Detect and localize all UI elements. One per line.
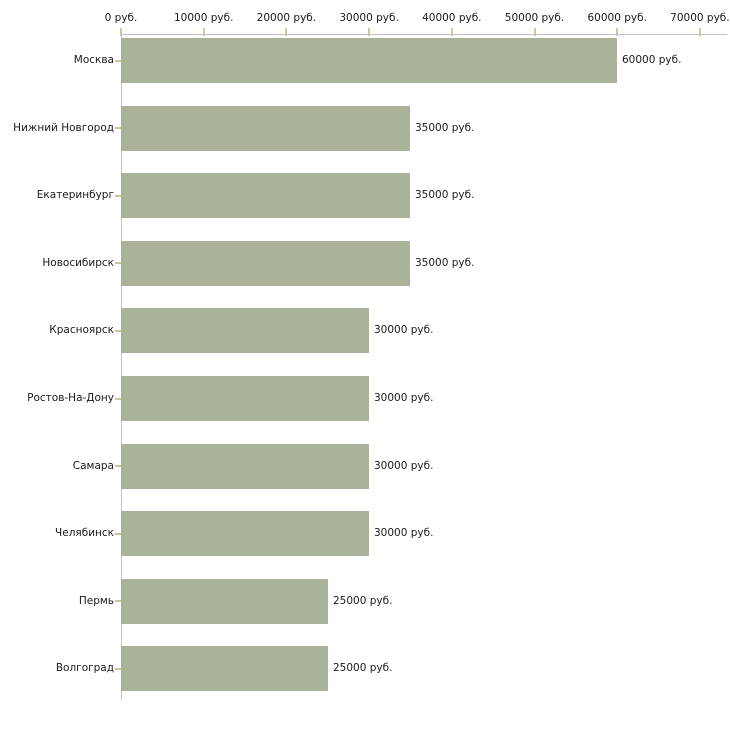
bar xyxy=(121,511,369,557)
category-label: Екатеринбург xyxy=(36,189,114,202)
y-tick-mark xyxy=(115,329,121,332)
value-label: 30000 руб. xyxy=(374,392,434,404)
value-label: 30000 руб. xyxy=(374,527,434,540)
value-label: 30000 руб. xyxy=(374,324,434,337)
x-tick-mark xyxy=(285,28,288,36)
x-tick-label: 20000 руб. xyxy=(256,12,317,24)
category-label: Новосибирск xyxy=(42,256,114,269)
y-tick-mark xyxy=(115,194,121,197)
category-label: Москва xyxy=(73,54,114,66)
bar xyxy=(121,646,328,692)
x-tick-label: 40000 руб. xyxy=(422,12,482,24)
x-tick-mark xyxy=(616,28,619,36)
value-label: 35000 руб. xyxy=(415,121,475,134)
y-tick-mark xyxy=(115,127,121,130)
value-label: 25000 руб. xyxy=(333,594,393,607)
y-tick-mark xyxy=(115,262,121,265)
y-tick-mark xyxy=(115,600,121,603)
bar xyxy=(121,376,369,421)
bar xyxy=(121,105,410,151)
category-label: Волгоград xyxy=(55,662,114,675)
x-tick-mark xyxy=(202,28,205,36)
bar xyxy=(121,173,410,219)
value-label: 30000 руб. xyxy=(374,459,434,472)
y-tick-mark xyxy=(115,59,121,62)
category-label: Красноярск xyxy=(49,324,114,337)
value-label: 35000 руб. xyxy=(415,189,475,202)
y-tick-mark xyxy=(115,465,121,468)
x-tick-mark xyxy=(368,28,371,36)
bar xyxy=(121,38,617,83)
x-tick-mark xyxy=(533,28,536,36)
x-tick-label: 50000 руб. xyxy=(504,12,565,24)
x-tick-mark xyxy=(450,28,453,36)
bar xyxy=(121,308,369,354)
x-axis-line xyxy=(121,34,727,35)
y-tick-mark xyxy=(115,532,121,535)
y-tick-mark xyxy=(115,667,121,670)
category-label: Нижний Новгород xyxy=(13,121,114,134)
x-tick-label: 10000 руб. xyxy=(173,12,234,24)
bar xyxy=(121,578,328,624)
bar xyxy=(121,443,369,489)
category-label: Ростов-На-Дону xyxy=(27,392,114,404)
category-label: Самара xyxy=(72,459,114,472)
x-tick-label: 70000 руб. xyxy=(670,12,730,24)
value-label: 35000 руб. xyxy=(415,256,475,269)
x-tick-label: 60000 руб. xyxy=(587,12,647,24)
category-label: Челябинск xyxy=(55,527,114,540)
x-tick-label: 30000 руб. xyxy=(339,12,399,24)
y-axis-line xyxy=(121,34,122,700)
x-tick-mark xyxy=(120,28,122,36)
value-label: 25000 руб. xyxy=(333,662,393,675)
y-tick-mark xyxy=(115,397,121,400)
x-tick-mark xyxy=(698,28,701,36)
category-label: Пермь xyxy=(78,594,114,607)
x-tick-label: 0 руб. xyxy=(104,12,138,24)
value-label: 60000 руб. xyxy=(622,54,682,66)
bar xyxy=(121,240,410,286)
